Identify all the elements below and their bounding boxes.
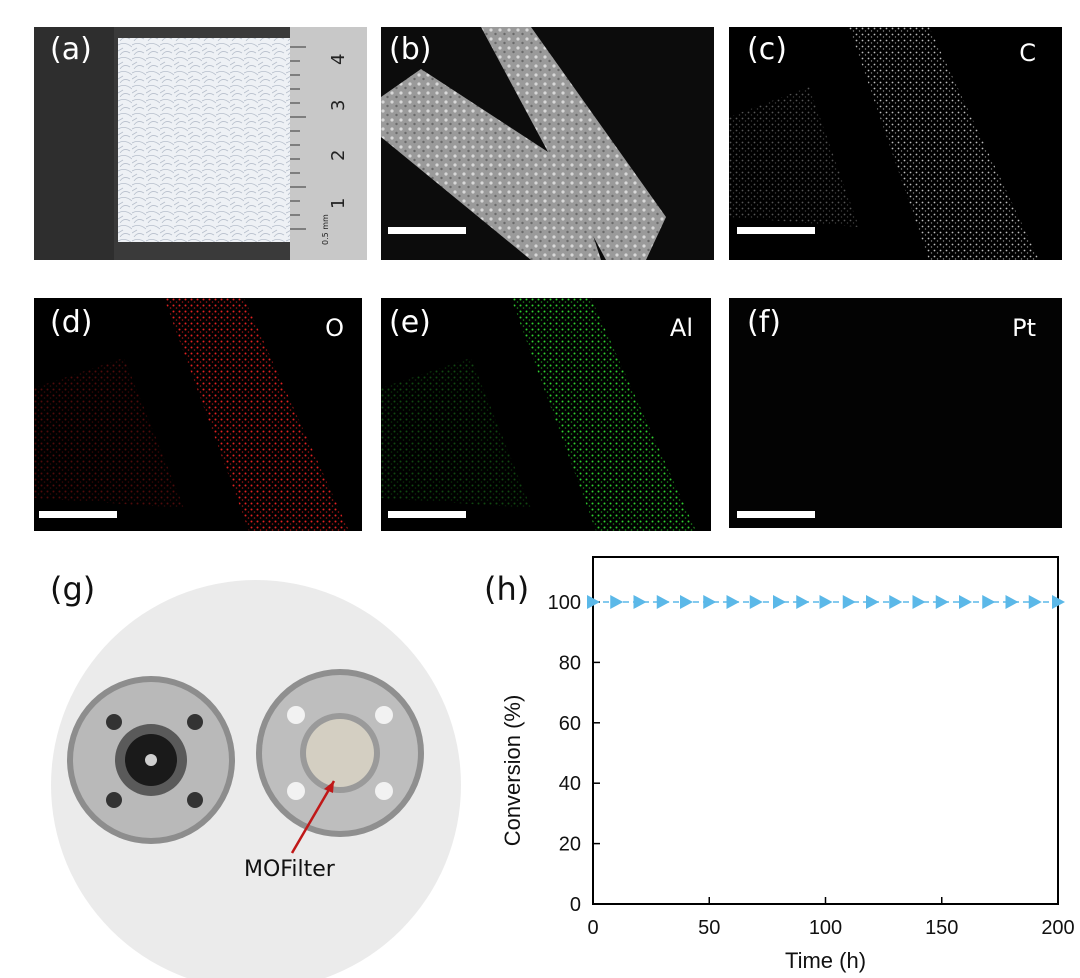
data-point-marker [889,595,903,609]
ruler-tick-4: 4 [328,54,349,65]
panel-d-map: (d) O [34,298,362,531]
filter-photo-image: 1 2 3 4 0.5 mm [34,27,367,260]
y-axis-label: Conversion (%) [500,695,525,847]
reactor-flange-right [256,669,424,837]
element-label-al: Al [669,314,693,342]
y-tick-label: 100 [548,592,581,614]
fiber-signal-o-faint [34,358,184,508]
x-axis-label: Time (h) [785,948,866,973]
fiber-signal-c-faint [729,87,859,227]
panel-b-sem: (b) [381,27,714,260]
scale-bar-c [737,227,815,234]
data-point-marker [959,595,972,609]
panel-a-label: (a) [50,32,92,67]
data-point-marker [726,595,740,609]
data-point-marker [610,595,624,609]
fiber-signal-al-faint [381,358,531,508]
carbon-map-image [729,27,1062,260]
data-point-marker [842,595,856,609]
data-point-marker [633,595,647,609]
mofilter-disc [306,719,374,787]
y-tick-label: 40 [559,773,581,795]
reactor-photo-image [34,555,474,978]
reactor-flange-left [67,676,235,844]
panel-g-label: (g) [50,570,96,608]
fiber-signal-o [164,298,349,531]
platinum-map-image [729,298,1062,528]
ruler [290,27,367,260]
data-point-marker [935,595,949,609]
y-tick-label: 60 [559,713,581,735]
data-point-marker [749,595,763,609]
data-point-marker [773,595,786,609]
scale-bar-e [388,511,466,518]
scale-bar-d [39,511,117,518]
fiber-left [381,69,601,260]
element-label-pt: Pt [1012,314,1036,342]
data-point-marker [912,595,926,609]
scale-bar-f [737,511,815,518]
panel-f-map: (f) Pt [729,298,1062,528]
panel-d-label: (d) [50,305,93,340]
scale-bar-b [388,227,466,234]
x-tick-label: 50 [698,917,720,939]
ruler-unit: 0.5 mm [321,214,330,245]
x-tick-label: 150 [925,917,958,939]
panel-h-label: (h) [484,570,530,608]
filter-sample [118,38,310,242]
data-point-marker [703,595,717,609]
data-point-marker [1052,595,1065,609]
panel-c-map: (c) C [729,27,1062,260]
data-point-marker [1028,595,1042,609]
panel-a-photo: 1 2 3 4 0.5 mm (a) [34,27,367,260]
data-point-marker [1005,595,1019,609]
panel-e-map: (e) Al [381,298,711,531]
aluminum-map-image [381,298,711,531]
panel-g-photo: (g) MOFilter [34,555,474,978]
panel-e-label: (e) [389,305,431,340]
data-point-marker [819,595,833,609]
data-point-marker [866,595,879,609]
x-tick-label: 100 [809,917,842,939]
conversion-chart: 0 20 40 60 80 100 0 50 100 150 200 Time (h) Conversi… [500,556,1075,973]
oxygen-map-image [34,298,362,531]
ruler-tick-3: 3 [328,100,349,111]
y-tick-label: 80 [559,652,581,674]
x-tick-label: 0 [587,917,598,939]
ruler-tick-1: 1 [328,198,349,209]
y-tick-label: 20 [559,834,581,856]
data-point-marker [587,595,600,609]
fiber-signal-c [849,27,1039,260]
y-tick-label: 0 [570,894,581,916]
panel-b-label: (b) [389,32,432,67]
fiber-right [481,27,666,260]
plot-frame [592,556,1059,905]
data-point-marker [680,595,693,609]
data-point-marker [656,595,670,609]
fiber-signal-al [511,298,696,531]
element-label-c: C [1019,39,1036,67]
panel-c-label: (c) [747,32,787,67]
data-point-marker [796,595,810,609]
ruler-tick-2: 2 [328,150,349,161]
element-label-o: O [325,314,344,342]
mofilter-annotation: MOFilter [244,857,335,882]
sem-image [381,27,714,260]
panel-h-chart: 0 20 40 60 80 100 0 50 100 150 200 Time (h) Conversi… [490,550,1080,978]
annotation-arrowhead [324,781,334,793]
panel-f-label: (f) [747,305,781,340]
data-point-marker [982,595,996,609]
annotation-arrow [290,780,336,854]
x-tick-label: 200 [1041,917,1074,939]
